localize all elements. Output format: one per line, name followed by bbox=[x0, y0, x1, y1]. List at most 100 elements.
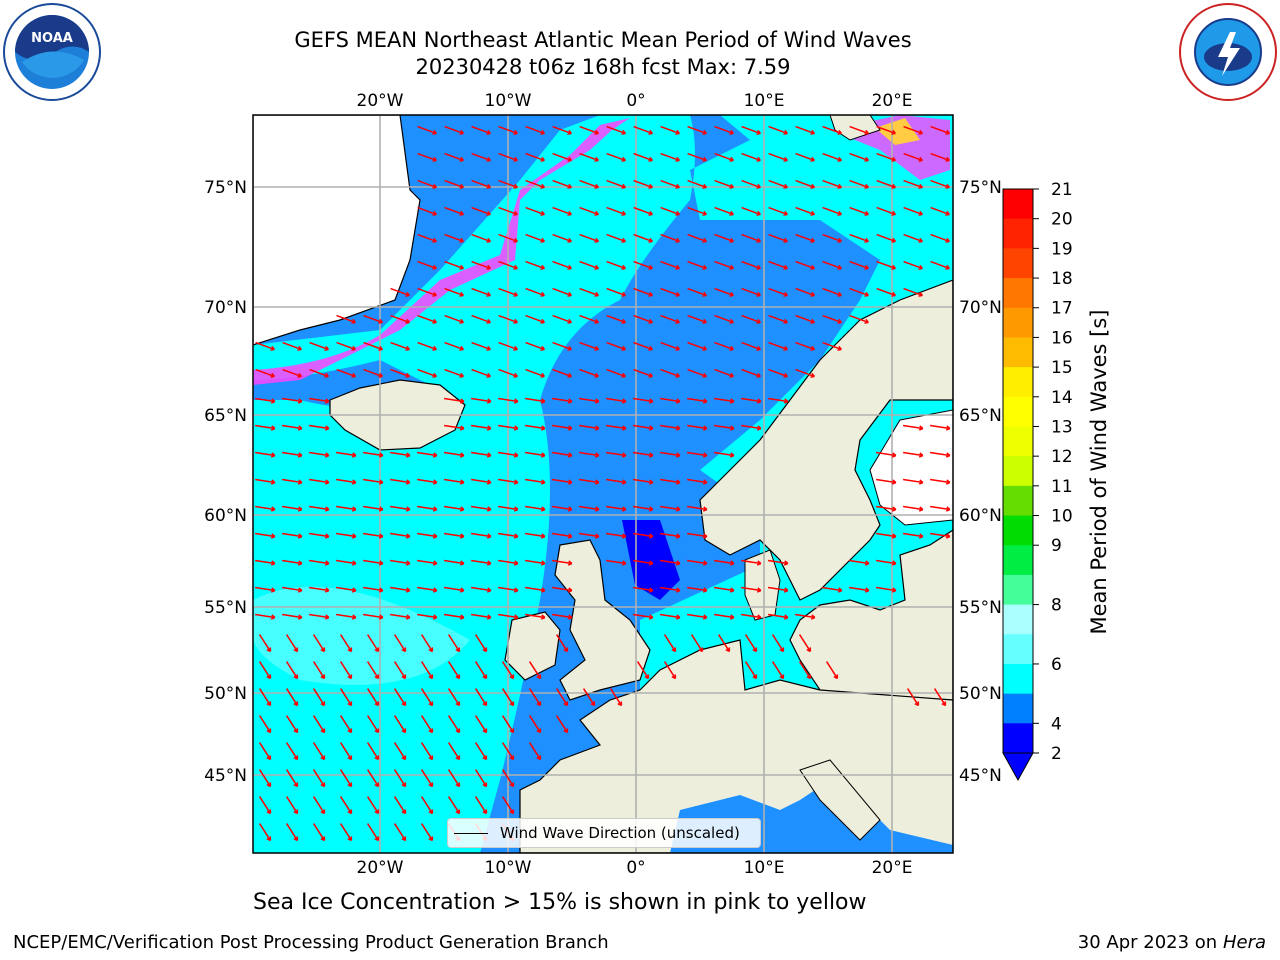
wind-wave-arrow bbox=[282, 478, 302, 484]
wind-wave-arrowhead bbox=[374, 782, 380, 788]
wind-wave-arrow bbox=[771, 634, 785, 652]
lon-label: 10°E bbox=[744, 858, 785, 878]
wind-wave-arrowhead bbox=[320, 782, 326, 788]
wind-wave-arrowhead bbox=[756, 425, 762, 431]
wind-wave-arrowhead bbox=[486, 372, 491, 378]
wind-wave-arrow bbox=[258, 769, 272, 787]
wind-wave-arrow bbox=[687, 341, 707, 351]
wind-wave-arrow bbox=[444, 559, 464, 565]
wind-wave-arrowhead bbox=[594, 506, 600, 512]
wind-wave-arrow bbox=[474, 715, 488, 733]
wind-wave-arrowhead bbox=[702, 264, 707, 270]
wind-wave-arrowhead bbox=[756, 264, 761, 270]
wind-wave-arrow bbox=[393, 688, 407, 706]
lat-label: 55°N bbox=[204, 598, 247, 618]
lat-label: 70°N bbox=[959, 298, 1002, 318]
wind-wave-arrowhead bbox=[297, 587, 303, 593]
wind-wave-arrowhead bbox=[806, 647, 812, 653]
wind-wave-arrowhead bbox=[648, 345, 653, 351]
wind-wave-arrow bbox=[525, 559, 545, 565]
wind-wave-arrowhead bbox=[698, 647, 704, 653]
wind-wave-arrowhead bbox=[405, 345, 410, 351]
wind-wave-arrowhead bbox=[486, 318, 491, 324]
wind-wave-arrowhead bbox=[918, 129, 923, 135]
wind-wave-arrowhead bbox=[621, 533, 627, 539]
wind-wave-arrow bbox=[525, 314, 545, 324]
wind-wave-arrowhead bbox=[594, 237, 599, 243]
wind-wave-arrowhead bbox=[536, 755, 542, 761]
wind-wave-arrowhead bbox=[428, 755, 434, 761]
wind-wave-arrowhead bbox=[486, 156, 491, 162]
wind-wave-arrow bbox=[498, 233, 518, 243]
wind-wave-arrow bbox=[903, 260, 923, 270]
wind-wave-arrowhead bbox=[486, 425, 492, 431]
wind-wave-arrow bbox=[339, 688, 353, 706]
wind-wave-arrow bbox=[714, 451, 734, 457]
wind-wave-arrow bbox=[606, 287, 626, 297]
wind-wave-arrowhead bbox=[941, 701, 947, 707]
wind-wave-arrow bbox=[687, 287, 707, 297]
wind-wave-arrowhead bbox=[540, 129, 545, 135]
wind-wave-arrow bbox=[498, 532, 518, 538]
wind-wave-arrow bbox=[768, 287, 788, 297]
wind-wave-arrowhead bbox=[428, 728, 434, 734]
wind-wave-arrowhead bbox=[594, 183, 599, 189]
wind-wave-arrowhead bbox=[378, 614, 384, 620]
wind-wave-arrowhead bbox=[324, 425, 330, 431]
wind-wave-arrowhead bbox=[621, 264, 626, 270]
wind-wave-arrowhead bbox=[513, 398, 519, 404]
wind-wave-arrowhead bbox=[891, 156, 896, 162]
wind-wave-arrow bbox=[849, 287, 869, 297]
wind-wave-arrow bbox=[741, 287, 761, 297]
wind-wave-arrowhead bbox=[590, 701, 596, 707]
colorbar-segment bbox=[1003, 485, 1033, 517]
wind-wave-arrow bbox=[309, 451, 329, 457]
wind-wave-arrowhead bbox=[729, 264, 734, 270]
wind-wave-arrow bbox=[444, 586, 464, 592]
wind-wave-arrowhead bbox=[563, 728, 569, 734]
wind-wave-arrow bbox=[660, 424, 680, 430]
wind-wave-arrowhead bbox=[297, 452, 303, 458]
wind-wave-arrowhead bbox=[540, 479, 546, 485]
wind-wave-arrow bbox=[390, 505, 410, 511]
wind-wave-arrowhead bbox=[918, 264, 923, 270]
wind-wave-arrowhead bbox=[320, 647, 326, 653]
wind-wave-arrow bbox=[285, 715, 299, 733]
wind-wave-arrowhead bbox=[648, 183, 653, 189]
wind-wave-arrowhead bbox=[540, 506, 546, 512]
wind-wave-arrowhead bbox=[945, 129, 950, 135]
wind-wave-arrow bbox=[606, 532, 626, 538]
wind-wave-arrow bbox=[768, 559, 788, 565]
wind-wave-arrow bbox=[579, 233, 599, 243]
wind-wave-arrow bbox=[552, 586, 572, 592]
wind-wave-arrowhead bbox=[675, 452, 681, 458]
wind-wave-arrowhead bbox=[594, 398, 600, 404]
lat-label: 50°N bbox=[959, 684, 1002, 704]
wind-wave-arrowhead bbox=[675, 587, 681, 593]
wind-wave-arrowhead bbox=[432, 291, 437, 297]
wind-wave-arrowhead bbox=[702, 129, 707, 135]
wind-wave-arrowhead bbox=[540, 345, 545, 351]
wind-wave-arrow bbox=[255, 505, 275, 511]
wind-wave-arrow bbox=[336, 559, 356, 565]
wind-wave-arrowhead bbox=[891, 452, 897, 458]
wind-wave-arrowhead bbox=[648, 452, 654, 458]
wind-wave-arrow bbox=[363, 532, 383, 538]
wind-wave-arrow bbox=[714, 260, 734, 270]
wind-wave-arrow bbox=[768, 368, 788, 378]
wind-wave-arrowhead bbox=[486, 398, 492, 404]
wind-wave-arrow bbox=[285, 634, 299, 652]
wind-wave-arrowhead bbox=[837, 156, 842, 162]
wind-wave-arrowhead bbox=[756, 291, 761, 297]
wind-wave-arrow bbox=[336, 532, 356, 538]
wind-wave-arrow bbox=[930, 424, 950, 430]
wind-wave-arrowhead bbox=[405, 560, 411, 566]
wind-wave-arrowhead bbox=[594, 318, 599, 324]
wind-wave-arrowhead bbox=[648, 560, 654, 566]
wind-wave-arrow bbox=[498, 397, 518, 403]
wind-wave-arrowhead bbox=[324, 506, 330, 512]
wind-wave-arrow bbox=[636, 661, 650, 679]
wind-wave-arrow bbox=[552, 125, 572, 135]
lon-label: 0° bbox=[626, 91, 645, 111]
wind-wave-arrow bbox=[525, 179, 545, 189]
